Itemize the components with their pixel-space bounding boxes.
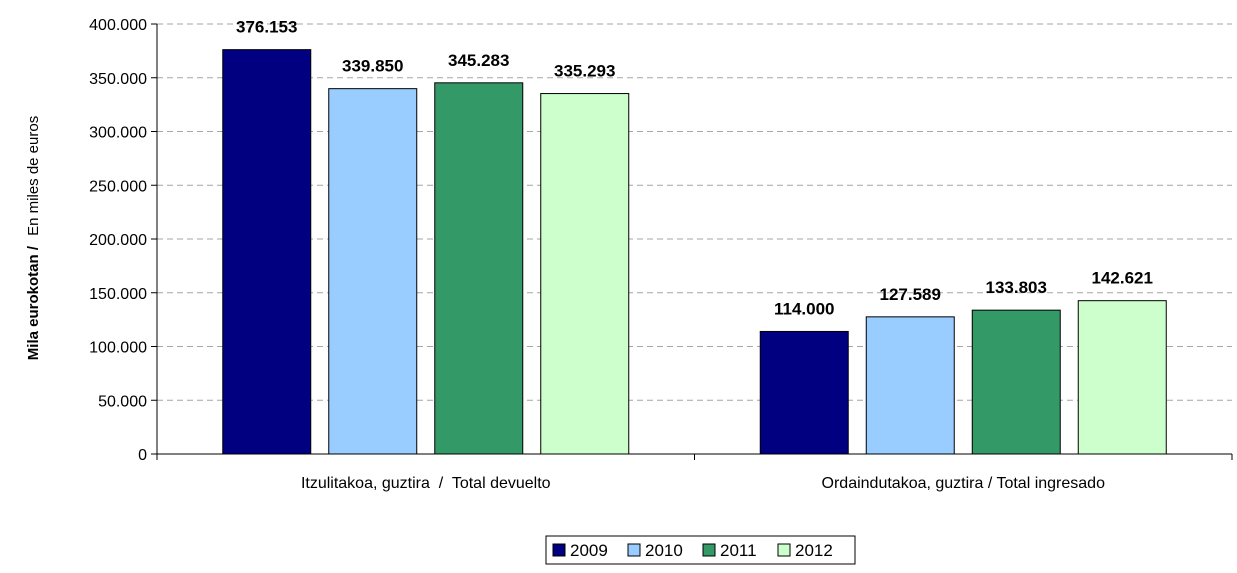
legend-label: 2012	[795, 541, 833, 560]
bar-2009	[759, 330, 849, 455]
data-labels: 376.153 339.850 345.283 335.293 114.000 127.5…	[236, 18, 1153, 319]
data-label: 114.000	[774, 299, 835, 318]
bars	[222, 49, 1167, 455]
y-tick-label: 150.000	[89, 286, 147, 303]
bar-2010	[328, 88, 418, 455]
y-axis-title-bold: Mila eurokotan /	[25, 245, 42, 360]
legend-swatch-2011	[702, 543, 716, 557]
data-label: 376.153	[236, 18, 297, 37]
legend: 2009 2010 2011 2012	[545, 535, 856, 565]
y-tick-label: 400.000	[89, 17, 147, 34]
x-category-label: Ordaindutakoa, guztira / Total ingresado	[822, 475, 1106, 492]
y-tick-label: 50.000	[98, 393, 147, 410]
legend-label: 2009	[570, 541, 608, 560]
data-label: 345.283	[448, 51, 509, 70]
axes: 0 50.000 100.000 150.000 200.000 250.000 300.0…	[89, 17, 1233, 492]
legend-swatch-2012	[777, 543, 791, 557]
data-label: 133.803	[986, 278, 1047, 297]
bar-2009	[222, 49, 312, 455]
y-tick-label: 250.000	[89, 178, 147, 195]
legend-label: 2010	[645, 541, 683, 560]
legend-label: 2011	[720, 541, 757, 560]
gridlines	[157, 23, 1232, 401]
y-axis-title-regular: En miles de euros	[25, 116, 42, 236]
bar-2010	[865, 316, 955, 455]
y-axis-title: Mila eurokotan / En miles de euros	[25, 116, 42, 360]
data-label: 339.850	[342, 57, 403, 76]
data-label: 335.293	[554, 62, 615, 81]
y-tick-label: 200.000	[89, 232, 147, 249]
data-label: 142.621	[1092, 269, 1153, 288]
bar-2011	[434, 82, 524, 455]
y-tick-label: 350.000	[89, 71, 147, 88]
legend-box	[545, 535, 856, 565]
y-tick-label: 100.000	[89, 340, 147, 357]
y-tick-label: 0	[138, 447, 147, 464]
x-category-label: Itzulitakoa, guztira / Total devuelto	[301, 475, 551, 492]
y-tick-label: 300.000	[89, 125, 147, 142]
legend-swatch-2009	[552, 543, 566, 557]
legend-swatch-2010	[627, 543, 641, 557]
data-label: 127.589	[880, 285, 941, 304]
bar-2012	[540, 93, 630, 455]
bar-2012	[1077, 300, 1167, 455]
bar-2011	[971, 309, 1061, 455]
